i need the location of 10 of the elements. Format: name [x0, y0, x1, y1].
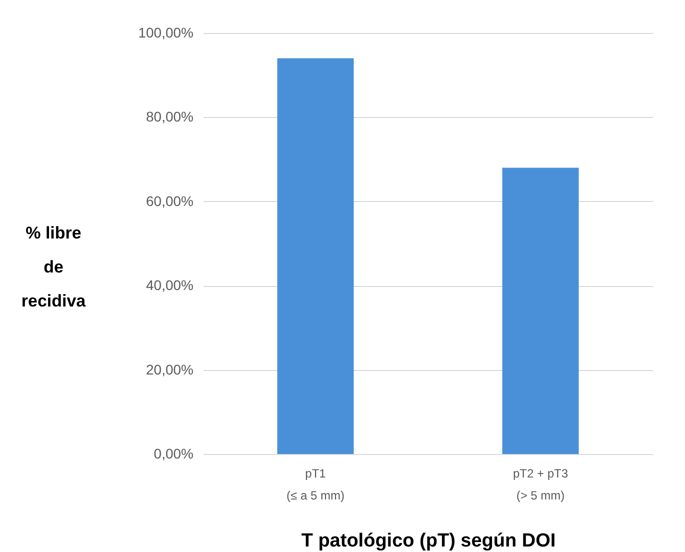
- x-axis-title: T patológico (pT) según DOI: [301, 530, 556, 552]
- y-axis-title: % libre de recidiva: [21, 224, 86, 310]
- y-tick-label: 0,00%: [154, 446, 194, 462]
- y-tick-label: 60,00%: [146, 192, 194, 209]
- y-tick-label: 100,00%: [138, 24, 194, 40]
- y-tick-label: 80,00%: [146, 108, 194, 125]
- x-tick-label: pT2 + pT3 (> 5 mm): [512, 466, 568, 502]
- y-tick-label: 20,00%: [146, 361, 194, 378]
- x-tick-label: pT1 (≤ a 5 mm): [286, 466, 344, 502]
- y-tick-label: 40,00%: [146, 277, 194, 294]
